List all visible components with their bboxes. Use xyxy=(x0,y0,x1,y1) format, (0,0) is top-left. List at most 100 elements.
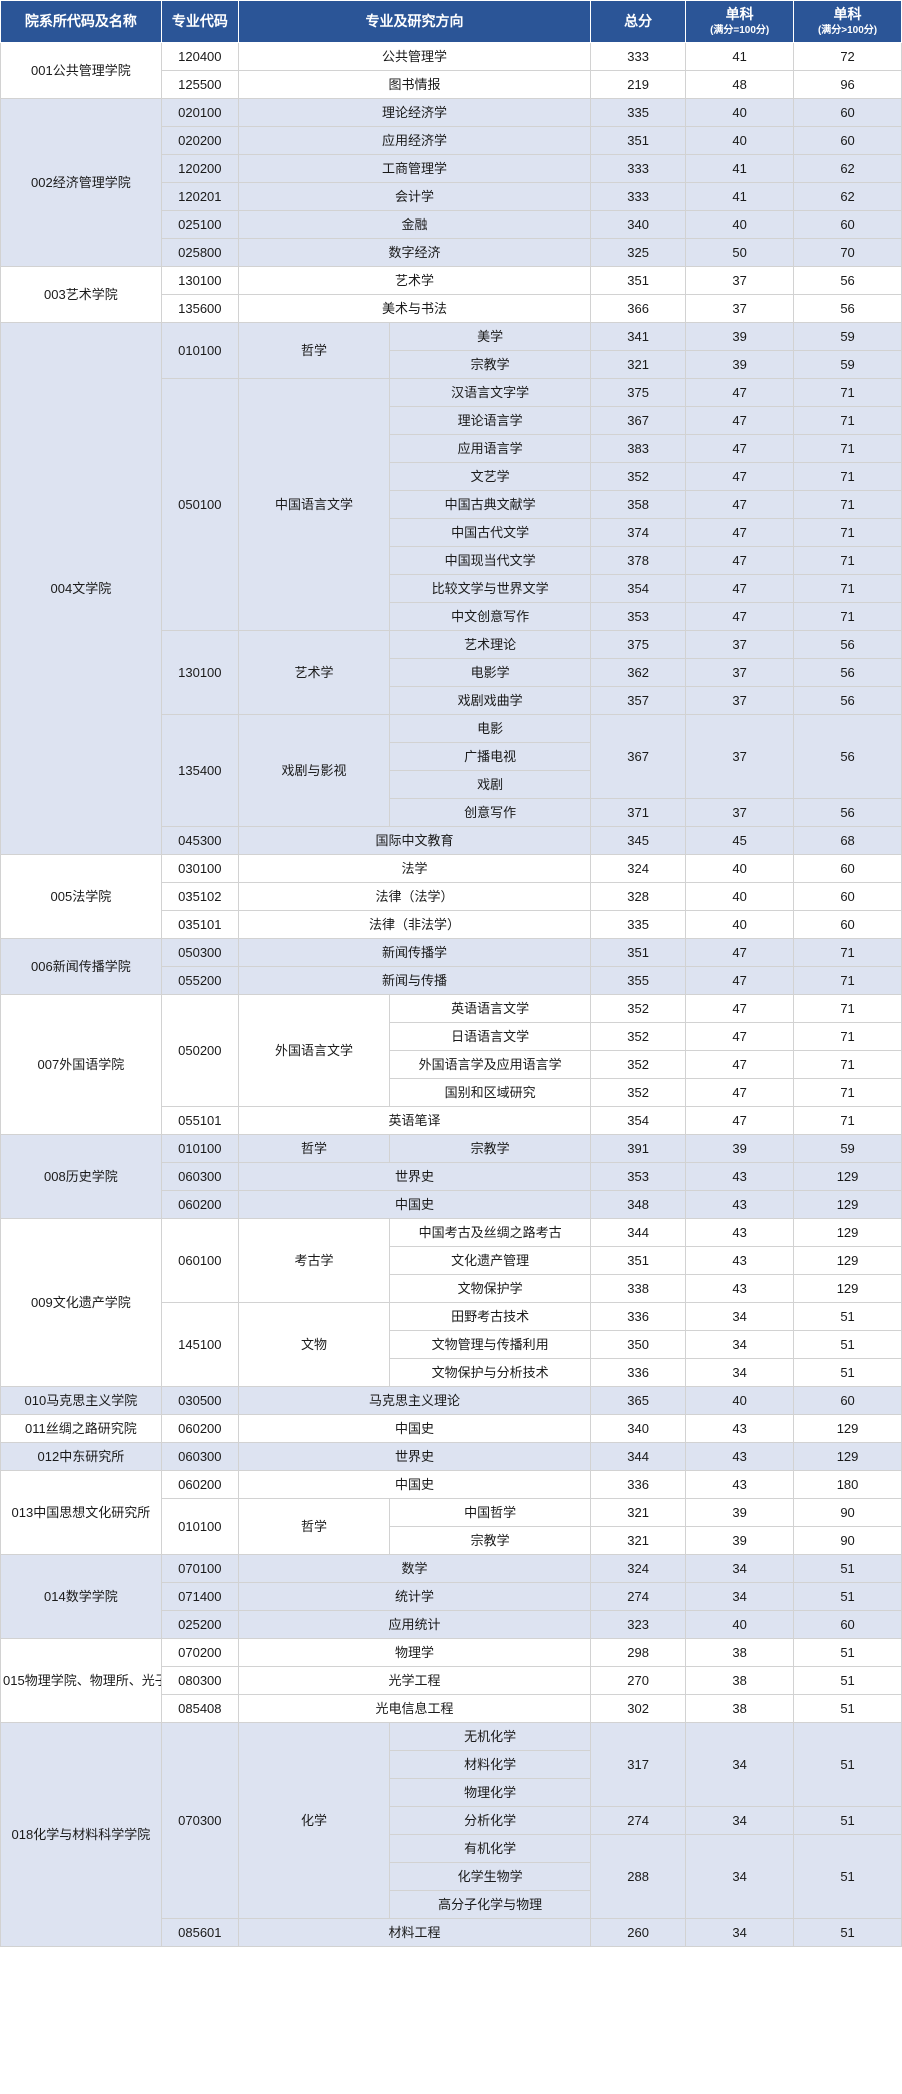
major-name-cell: 公共管理学 xyxy=(237,42,592,71)
header-row: 院系所代码及名称 专业代码 专业及研究方向 总分 单科 (满分=100分) 单科 (… xyxy=(0,0,902,43)
table-row: 宗教学 321 39 90 xyxy=(1,1526,902,1555)
single-eq100-cell: 38 xyxy=(685,1694,795,1723)
total-score-cell: 350 xyxy=(590,1330,687,1359)
research-direction-cell: 分析化学 xyxy=(389,1806,592,1835)
total-score-cell: 383 xyxy=(590,434,687,463)
major-name-cell: 数字经济 xyxy=(237,238,592,267)
single-gt100-cell: 71 xyxy=(793,434,902,463)
single-gt100-cell: 56 xyxy=(793,630,902,659)
single-gt100-cell: 129 xyxy=(793,1162,902,1191)
table-row: 高分子化学与物理 xyxy=(1,1890,902,1919)
major-name-cell: 工商管理学 xyxy=(237,154,592,183)
single-gt100-cell: 129 xyxy=(793,1442,902,1471)
single-eq100-cell: 40 xyxy=(685,882,795,911)
major-name-cell: 新闻传播学 xyxy=(237,938,592,967)
total-score-cell: 352 xyxy=(590,1050,687,1079)
research-direction-cell: 文艺学 xyxy=(389,462,592,491)
major-name-cell: 文物 xyxy=(237,1302,391,1387)
single-eq100-cell: 39 xyxy=(685,322,795,351)
major-name-cell: 马克思主义理论 xyxy=(237,1386,592,1415)
table-row: 理论语言学 367 47 71 xyxy=(1,406,902,435)
research-direction-cell: 宗教学 xyxy=(389,350,592,379)
table-row: 035102 法律（法学） 328 40 60 xyxy=(1,882,902,911)
table-row: 055200 新闻与传播 355 47 71 xyxy=(1,966,902,995)
dept-cell: 008历史学院 xyxy=(0,1134,162,1219)
major-code-cell: 020200 xyxy=(160,126,239,155)
total-score-cell: 344 xyxy=(590,1442,687,1471)
research-direction-cell: 日语语言文学 xyxy=(389,1022,592,1051)
table-row: 013中国思想文化研究所 060200 中国史 336 43 180 xyxy=(0,1470,902,1555)
total-score-cell: 321 xyxy=(590,1498,687,1527)
table-body: 001公共管理学院 120400 公共管理学 333 41 72 125500 图书情报 219… xyxy=(0,42,902,1947)
total-score-cell: 328 xyxy=(590,882,687,911)
table-row: 080300 光学工程 270 38 51 xyxy=(1,1666,902,1695)
single-gt100-cell: 56 xyxy=(793,294,902,323)
major-name-cell: 世界史 xyxy=(237,1442,592,1471)
dept-cell: 005法学院 xyxy=(0,854,162,939)
total-score-cell: 353 xyxy=(590,1162,687,1191)
major-code-cell: 010100 xyxy=(160,322,239,379)
dept-cell: 018化学与材料科学学院 xyxy=(0,1722,162,1947)
header-s2-label: 单科 xyxy=(833,6,862,22)
major-name-cell: 艺术学 xyxy=(237,266,592,295)
major-code-cell: 135600 xyxy=(160,294,239,323)
table-row: 010100 哲学 中国哲学 321 39 90 xyxy=(1,1498,902,1555)
single-gt100-cell: 71 xyxy=(793,602,902,631)
table-row: 应用语言学 383 47 71 xyxy=(1,434,902,463)
single-eq100-cell: 39 xyxy=(685,1526,795,1555)
table-row: 085601 材料工程 260 34 51 xyxy=(1,1918,902,1947)
research-direction-cell: 文物保护学 xyxy=(389,1274,592,1303)
single-gt100-cell: 71 xyxy=(793,462,902,491)
research-direction-cell: 电影 xyxy=(389,714,592,743)
dept-cell: 014数学学院 xyxy=(0,1554,162,1639)
total-score-cell: 317 xyxy=(590,1722,687,1807)
total-score-cell: 375 xyxy=(590,378,687,407)
total-score-cell: 358 xyxy=(590,490,687,519)
total-score-cell: 374 xyxy=(590,518,687,547)
single-eq100-cell: 43 xyxy=(685,1218,795,1247)
major-name-cell: 哲学 xyxy=(237,1498,391,1555)
single-eq100-cell: 47 xyxy=(685,546,795,575)
table-row: 135400 戏剧与影视 电影 367 37 56 xyxy=(1,714,902,827)
single-eq100-cell: 41 xyxy=(685,154,795,183)
total-score-cell: 324 xyxy=(590,1554,687,1583)
header-total-label: 总分 xyxy=(624,12,653,29)
single-gt100-cell: 51 xyxy=(793,1694,902,1723)
dept-cell: 003艺术学院 xyxy=(0,266,162,323)
table-row: 003艺术学院 130100 艺术学 351 37 56 xyxy=(0,266,902,323)
single-gt100-cell: 90 xyxy=(793,1498,902,1527)
research-direction-cell: 中国古代文学 xyxy=(389,518,592,547)
major-name-cell: 理论经济学 xyxy=(237,98,592,127)
single-gt100-cell: 60 xyxy=(793,210,902,239)
single-eq100-cell: 34 xyxy=(685,1806,795,1835)
major-name-cell: 国际中文教育 xyxy=(237,826,592,855)
research-direction-cell: 创意写作 xyxy=(389,798,592,827)
single-eq100-cell: 37 xyxy=(685,798,795,827)
single-gt100-cell: 70 xyxy=(793,238,902,267)
research-direction-cell: 广播电视 xyxy=(389,742,592,771)
major-code-cell: 060200 xyxy=(160,1470,239,1499)
research-direction-cell: 戏剧 xyxy=(389,770,592,799)
major-name-cell: 应用统计 xyxy=(237,1610,592,1639)
header-dept-label: 院系所代码及名称 xyxy=(24,12,137,29)
single-gt100-cell: 51 xyxy=(793,1722,902,1807)
single-gt100-cell: 60 xyxy=(793,910,902,939)
total-score-cell: 274 xyxy=(590,1806,687,1835)
research-direction-cell: 理论语言学 xyxy=(389,406,592,435)
dept-cell: 012中东研究所 xyxy=(0,1442,162,1471)
single-eq100-cell: 37 xyxy=(685,266,795,295)
major-name-cell: 统计学 xyxy=(237,1582,592,1611)
total-score-cell: 333 xyxy=(590,182,687,211)
major-code-cell: 055101 xyxy=(160,1106,239,1135)
table-row: 120200 工商管理学 333 41 62 xyxy=(1,154,902,183)
single-eq100-cell: 40 xyxy=(685,126,795,155)
major-name-cell: 数学 xyxy=(237,1554,592,1583)
single-eq100-cell: 43 xyxy=(685,1414,795,1443)
single-gt100-cell: 180 xyxy=(793,1470,902,1499)
single-eq100-cell: 47 xyxy=(685,966,795,995)
major-name-cell: 物理学 xyxy=(237,1638,592,1667)
major-code-cell: 085408 xyxy=(160,1694,239,1723)
major-name-cell: 材料工程 xyxy=(237,1918,592,1947)
major-code-cell: 080300 xyxy=(160,1666,239,1695)
total-score-cell: 341 xyxy=(590,322,687,351)
